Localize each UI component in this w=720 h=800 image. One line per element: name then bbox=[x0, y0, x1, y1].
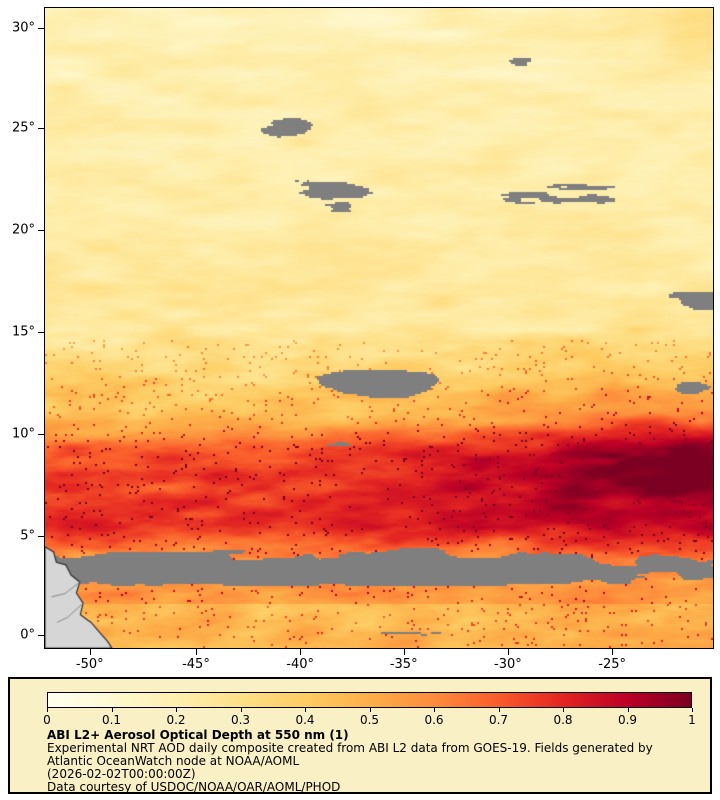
lat-tick-label: 15° bbox=[11, 324, 35, 340]
colorbar-tick-mark bbox=[563, 708, 564, 712]
lat-tick-label: 30° bbox=[11, 20, 35, 36]
lon-tick-label: -35° bbox=[389, 657, 418, 672]
colorbar-tick-label: 0.4 bbox=[295, 713, 315, 727]
legend-credit: Data courtesy of USDOC/NOAA/OAR/AOML/PHO… bbox=[47, 780, 341, 794]
colorbar-tick-label: 0.7 bbox=[488, 713, 509, 727]
lat-tick-label: 5° bbox=[20, 528, 35, 544]
colorbar-tick-mark bbox=[369, 708, 371, 712]
colorbar-tick-label: 1 bbox=[688, 713, 696, 727]
lat-tick-mark bbox=[38, 635, 45, 637]
colorbar-tick-mark bbox=[692, 708, 693, 712]
lon-tick-label: -30° bbox=[494, 657, 522, 672]
map-plot-frame: 30° 25° 20° 15° 10° 5° 0° -50° -45° -40° -35° -30° -… bbox=[12, 7, 714, 672]
legend-panel: 0 0.1 0.2 0.3 0.4 0.5 0.6 0.7 0.8 0.9 1 ABI L2+ Ae… bbox=[8, 677, 712, 794]
legend-text-block: ABI L2+ Aerosol Optical Depth at 550 nm … bbox=[47, 729, 698, 794]
colorbar-tick-label: 0.3 bbox=[230, 713, 251, 727]
lon-tick-mark bbox=[300, 648, 302, 655]
colorbar-tick-label: 0.6 bbox=[424, 713, 444, 727]
lon-tick-label: -50° bbox=[75, 657, 104, 672]
colorbar-tick-label: 0.9 bbox=[617, 713, 638, 727]
colorbar-tick-mark bbox=[176, 708, 177, 712]
colorbar-tick-label: 0.8 bbox=[553, 713, 573, 727]
lat-tick-label: 0° bbox=[20, 627, 35, 643]
lat-tick-mark bbox=[38, 434, 45, 436]
legend-title: ABI L2+ Aerosol Optical Depth at 550 nm … bbox=[47, 728, 349, 742]
lon-tick-mark bbox=[403, 648, 405, 655]
legend-timestamp: (2026-02-02T00:00:00Z) bbox=[47, 767, 196, 781]
lon-tick-mark bbox=[612, 648, 614, 655]
lat-tick-mark bbox=[38, 27, 45, 29]
lon-tick-label: -25° bbox=[598, 657, 626, 672]
colorbar-tick-mark bbox=[498, 708, 500, 712]
lon-tick-label: -45° bbox=[182, 657, 210, 672]
lat-tick-mark bbox=[38, 331, 45, 333]
colorbar-tick-mark bbox=[240, 708, 242, 712]
lon-tick-mark bbox=[89, 648, 91, 655]
lon-tick-mark bbox=[507, 648, 509, 655]
lat-tick-label: 20° bbox=[11, 222, 35, 238]
colorbar-tick-label: 0.2 bbox=[166, 713, 186, 727]
legend-description: Experimental NRT AOD daily composite cre… bbox=[47, 741, 653, 768]
lon-tick-label: -40° bbox=[286, 657, 315, 672]
colorbar-tick-label: 0 bbox=[43, 713, 51, 727]
aod-raster-canvas bbox=[45, 8, 713, 648]
colorbar-gradient bbox=[47, 692, 692, 708]
colorbar-tick-mark bbox=[111, 708, 113, 712]
colorbar-tick-mark bbox=[305, 708, 306, 712]
colorbar-area: 0 0.1 0.2 0.3 0.4 0.5 0.6 0.7 0.8 0.9 1 bbox=[43, 692, 696, 730]
lat-tick-mark bbox=[38, 128, 45, 130]
colorbar-tick-mark bbox=[434, 708, 435, 712]
colorbar-tick-label: 0.5 bbox=[359, 713, 380, 727]
colorbar-tick-mark bbox=[627, 708, 629, 712]
lat-tick-label: 10° bbox=[11, 426, 35, 442]
colorbar-tick-label: 0.1 bbox=[101, 713, 122, 727]
lat-tick-mark bbox=[38, 230, 45, 232]
colorbar-tick-mark bbox=[47, 708, 48, 712]
lat-tick-mark bbox=[38, 536, 45, 537]
lat-tick-label: 25° bbox=[11, 120, 35, 136]
lon-tick-mark bbox=[195, 648, 197, 655]
